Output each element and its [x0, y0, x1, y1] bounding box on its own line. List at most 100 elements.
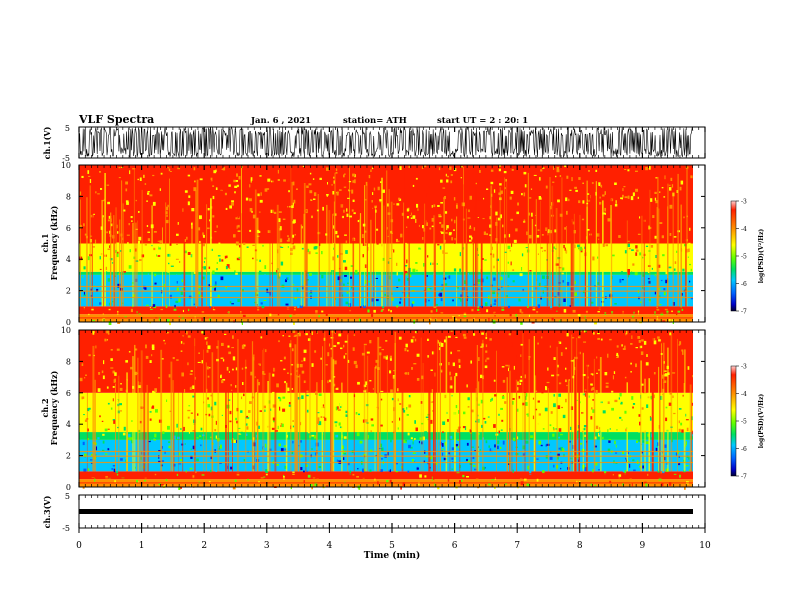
speckle	[209, 219, 211, 222]
speckle	[218, 373, 221, 376]
speckle	[304, 370, 307, 372]
speckle	[493, 265, 495, 269]
streak	[571, 334, 573, 472]
speckle	[266, 188, 270, 190]
speckle	[658, 339, 661, 342]
speckle	[325, 233, 328, 236]
speckle	[518, 395, 521, 399]
speckle	[634, 361, 636, 365]
speckle	[343, 293, 347, 297]
speckle	[117, 231, 119, 234]
streak	[534, 375, 537, 472]
speckle	[112, 465, 116, 467]
speckle	[263, 338, 267, 340]
speckle	[160, 308, 163, 311]
speckle	[314, 482, 318, 487]
speckle	[229, 314, 231, 316]
streak	[422, 363, 424, 472]
speckle	[477, 403, 480, 406]
speckle	[359, 440, 363, 444]
speckle	[442, 421, 446, 425]
speckle	[188, 195, 191, 198]
speckle	[512, 386, 515, 389]
speckle	[527, 305, 529, 309]
speckle	[647, 452, 649, 454]
speckle	[246, 178, 248, 182]
speckle	[597, 282, 600, 285]
speckle	[306, 390, 309, 393]
speckle	[477, 279, 481, 282]
streak	[205, 362, 207, 472]
speckle	[552, 246, 556, 249]
speckle	[341, 294, 344, 297]
speckle	[90, 235, 93, 237]
speckle	[660, 279, 663, 282]
speckle	[487, 416, 490, 418]
speckle	[390, 389, 393, 393]
speckle	[505, 179, 507, 182]
speckle	[426, 237, 429, 240]
speckle	[447, 419, 449, 422]
speckle	[363, 390, 366, 393]
speckle	[463, 315, 467, 318]
x-tick-label: 8	[577, 541, 583, 551]
speckle	[196, 464, 199, 467]
streak	[364, 185, 366, 307]
speckle	[691, 402, 694, 406]
speckle	[430, 262, 432, 266]
speckle	[289, 343, 292, 348]
speckle	[293, 321, 295, 325]
speckle	[502, 379, 506, 383]
speckle	[441, 443, 444, 447]
speckle	[520, 321, 523, 325]
speckle	[167, 425, 170, 430]
streak	[680, 204, 682, 307]
speckle	[442, 431, 444, 433]
speckle	[525, 402, 528, 406]
speckle	[196, 458, 199, 462]
speckle	[114, 372, 117, 376]
speckle	[456, 429, 460, 433]
speckle	[379, 199, 382, 202]
speckle	[270, 170, 272, 175]
speckle	[316, 209, 320, 212]
speckle	[287, 237, 290, 242]
streak	[657, 208, 660, 307]
speckle	[327, 240, 329, 244]
speckle	[553, 403, 556, 408]
speckle	[321, 195, 324, 200]
speckle	[466, 476, 469, 478]
speckle	[456, 418, 459, 423]
speckle	[458, 410, 460, 414]
speckle	[557, 199, 560, 203]
speckle	[223, 208, 227, 212]
speckle	[497, 445, 499, 450]
speckle	[262, 412, 265, 414]
speckle	[287, 372, 289, 374]
hline	[79, 450, 693, 453]
speckle	[537, 229, 540, 231]
speckle	[239, 441, 241, 444]
ch2-colorbar: -3-4-5-6-7 log(PSD)(V²/Hz)	[730, 364, 765, 481]
speckle	[442, 428, 445, 432]
streak	[278, 222, 281, 307]
speckle	[345, 301, 349, 305]
speckle	[624, 410, 627, 414]
speckle	[358, 317, 361, 322]
speckle	[606, 396, 609, 400]
speckle	[212, 185, 215, 187]
speckle	[102, 313, 104, 315]
streak	[586, 206, 588, 307]
speckle	[514, 439, 516, 442]
speckle	[550, 205, 552, 210]
speckle	[198, 227, 201, 231]
speckle	[415, 427, 418, 432]
speckle	[151, 344, 155, 349]
speckle	[82, 486, 85, 489]
speckle	[632, 425, 634, 428]
speckle	[341, 445, 344, 449]
speckle	[305, 389, 307, 392]
streak	[459, 392, 461, 472]
speckle	[643, 375, 645, 377]
speckle	[635, 347, 638, 349]
